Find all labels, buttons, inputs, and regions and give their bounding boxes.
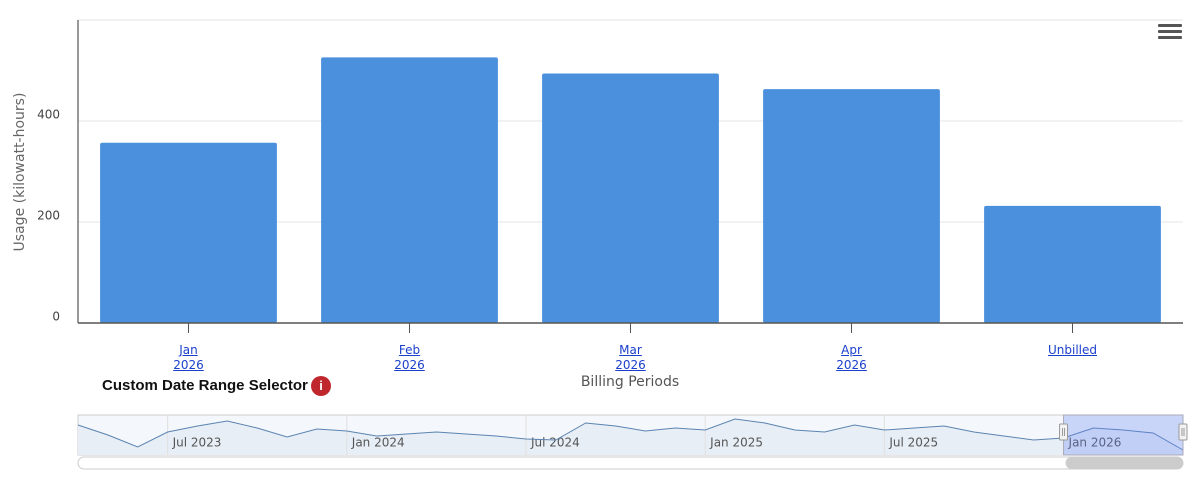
bar bbox=[984, 205, 1161, 323]
y-tick-label: 0 bbox=[52, 310, 60, 324]
bar bbox=[321, 57, 498, 324]
category-link[interactable]: Apr 2026 bbox=[836, 343, 867, 372]
bar bbox=[100, 142, 277, 323]
navigator-line bbox=[77, 418, 1184, 451]
bar bbox=[542, 73, 719, 323]
category-link[interactable]: Feb 2026 bbox=[394, 343, 425, 372]
category-link[interactable]: Unbilled bbox=[1047, 343, 1098, 357]
scrollbar-track bbox=[77, 456, 1184, 470]
navigator-handle[interactable] bbox=[1178, 423, 1188, 441]
navigator-handle[interactable] bbox=[1059, 423, 1069, 441]
category-link[interactable]: Mar 2026 bbox=[615, 343, 646, 372]
navigator-tick-label: Jul 2024 bbox=[530, 436, 580, 450]
selector-title: Custom Date Range Selector bbox=[102, 377, 308, 394]
navigator-area bbox=[78, 419, 1183, 455]
bar bbox=[763, 89, 940, 323]
category-link[interactable]: Jan 2026 bbox=[173, 343, 204, 372]
menu-button[interactable] bbox=[1158, 22, 1182, 42]
scrollbar-thumb[interactable] bbox=[1065, 457, 1183, 469]
y-tick-label: 200 bbox=[37, 209, 60, 223]
navigator-tick-label: Jan 2025 bbox=[709, 436, 763, 450]
navigator-tick-label: Jan 2026 bbox=[1068, 436, 1122, 450]
y-tick-label: 400 bbox=[37, 108, 60, 122]
navigator-tick-label: Jul 2025 bbox=[888, 436, 938, 450]
navigator-tick-label: Jul 2023 bbox=[172, 436, 222, 450]
navigator-tick-label: Jan 2024 bbox=[351, 436, 405, 450]
x-axis-title: Billing Periods bbox=[581, 374, 679, 390]
navigator-selection bbox=[1063, 414, 1184, 456]
info-icon[interactable]: i bbox=[311, 376, 331, 396]
y-axis-title: Usage (kilowatt-hours) bbox=[12, 93, 28, 252]
